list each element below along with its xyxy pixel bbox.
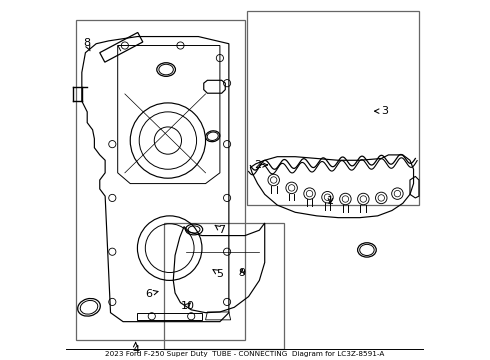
Text: 3: 3: [374, 106, 388, 116]
Text: 5: 5: [213, 269, 223, 279]
Text: 8: 8: [83, 38, 90, 51]
Text: 6: 6: [145, 289, 158, 299]
Text: 2: 2: [254, 160, 267, 170]
Bar: [76, 21, 245, 339]
Text: 2023 Ford F-250 Super Duty  TUBE - CONNECTING  Diagram for LC3Z-8591-A: 2023 Ford F-250 Super Duty TUBE - CONNEC…: [105, 351, 385, 357]
Bar: [247, 12, 419, 205]
Text: 10: 10: [181, 301, 195, 311]
Text: 9: 9: [239, 267, 245, 278]
Text: 4: 4: [132, 342, 139, 355]
Text: 1: 1: [327, 196, 334, 206]
Text: 7: 7: [215, 225, 225, 235]
Bar: [164, 223, 285, 348]
